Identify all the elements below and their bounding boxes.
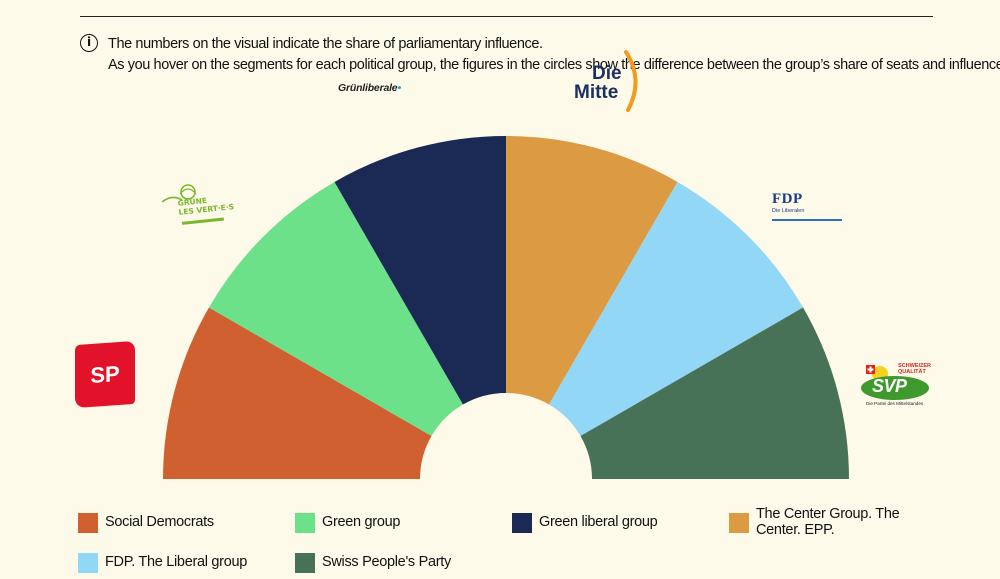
legend-swatch (78, 553, 98, 573)
grunliberale-logo-text: Grünliberale (338, 82, 398, 94)
fdp-logo-title: FDP (772, 191, 803, 207)
legend-swatch (78, 513, 98, 533)
legend-label: The Center Group. The Center. EPP. (756, 506, 900, 538)
die-mitte-logo: Die Mitte (574, 50, 644, 112)
svp-sun-icon (861, 365, 929, 400)
fdp-logo: FDP Die Liberalen (772, 192, 842, 222)
segment-green-liberal-group[interactable] (334, 136, 507, 405)
sp-logo: SP (75, 340, 135, 409)
segment-swiss-people-s-party[interactable] (580, 307, 849, 480)
legend-swatch (295, 513, 315, 533)
segment-fdp-the-liberal-group[interactable] (549, 181, 804, 436)
info-icon: i (80, 34, 98, 52)
svp-logo-tagline: SCHWEIZER QUALITÄT (898, 363, 931, 375)
top-divider (80, 16, 933, 17)
sp-logo-text: SP (90, 360, 120, 388)
svp-logo-word: SVP (872, 376, 907, 396)
mitte-logo-line-2: Mitte (574, 82, 619, 103)
legend-swatch (512, 513, 532, 533)
legend-swatch (729, 513, 749, 533)
gruene-logo: GRÜNE LES VERT·E·S (160, 182, 236, 228)
fdp-logo-subtitle: Die Liberalen (772, 208, 805, 214)
segment-green-group[interactable] (208, 181, 463, 436)
svp-logo: SCHWEIZER QUALITÄT SVP Die Partei des Mi… (860, 360, 935, 412)
segment-the-center-group-the-center-epp[interactable] (506, 136, 678, 405)
mitte-logo-line-1: Die (592, 63, 622, 84)
info-text-line-1: The numbers on the visual indicate the s… (108, 36, 543, 52)
segment-social-democrats[interactable] (163, 307, 432, 480)
legend-label: Green group (322, 514, 401, 530)
mitte-arc-icon (624, 50, 638, 112)
info-text-line-2: As you hover on the segments for each po… (108, 57, 1000, 73)
fdp-logo-bar (772, 219, 842, 221)
legend-label: Social Democrats (105, 514, 214, 530)
legend-label: Swiss People's Party (322, 554, 451, 570)
legend-label: FDP. The Liberal group (105, 554, 247, 570)
svp-logo-footer: Die Partei des Mittelstandes (866, 401, 924, 406)
legend-label: Green liberal group (539, 514, 658, 530)
sunflower-icon (161, 184, 224, 225)
grunliberale-logo: Grünliberale• (338, 82, 401, 94)
legend-swatch (295, 553, 315, 573)
